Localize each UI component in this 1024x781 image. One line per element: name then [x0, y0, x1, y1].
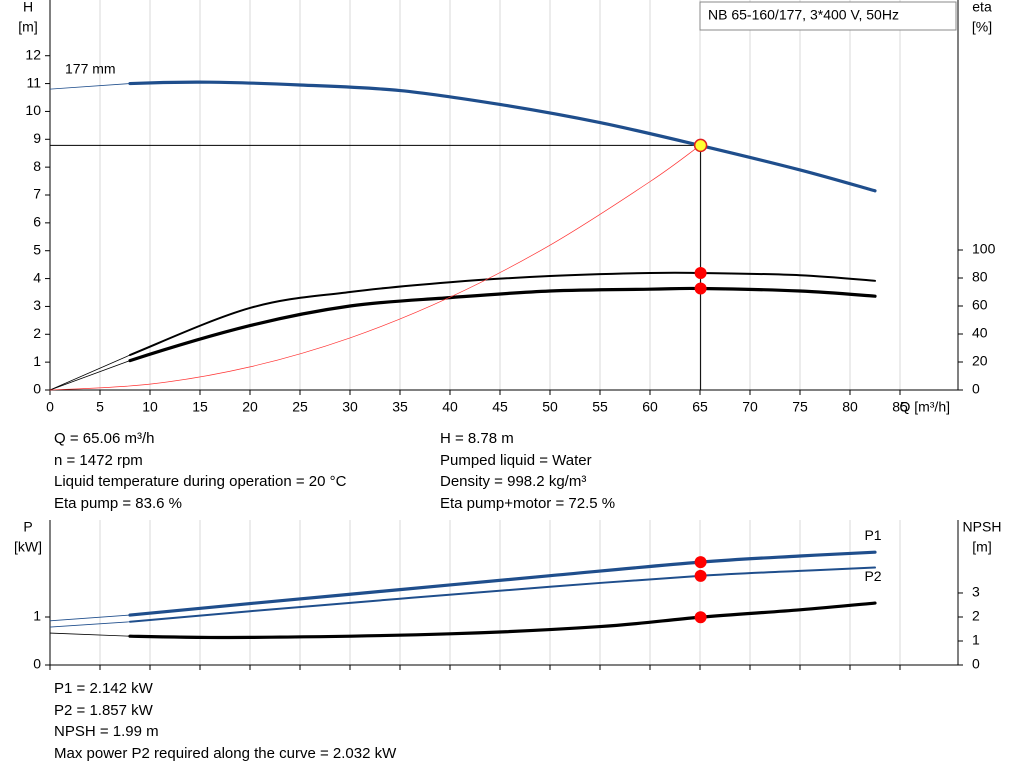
y-tick-label: 4	[33, 269, 41, 285]
curve	[49, 145, 701, 391]
curve-stub	[49, 83, 131, 90]
duty-point	[694, 569, 707, 582]
duty-point	[694, 282, 707, 295]
curve-stub	[49, 354, 131, 391]
info-right: H = 8.78 m Pumped liquid = Water Density =…	[440, 428, 615, 514]
curve-stub	[49, 621, 131, 628]
x-tick-label: 65	[692, 399, 708, 415]
x-tick-label: 70	[742, 399, 758, 415]
series-label: P1	[864, 527, 881, 543]
info-line: H = 8.78 m	[440, 430, 514, 447]
curve-stub	[49, 632, 131, 637]
title-box	[699, 1, 957, 31]
info-line: n = 1472 rpm	[54, 451, 143, 469]
curve	[129, 566, 876, 623]
curve	[128, 80, 877, 193]
x-tick-label: 15	[192, 399, 208, 415]
y-tick-label: 9	[33, 130, 41, 146]
x-tick-label: 25	[292, 399, 308, 415]
info-line: Eta pump+motor = 72.5 %	[440, 494, 616, 512]
curve	[128, 550, 877, 617]
x-tick-label: 80	[842, 399, 858, 415]
info-line: NPSH = 1.99 m	[54, 723, 159, 741]
y2-tick-label: 100	[972, 241, 996, 257]
x-tick-label: 10	[142, 399, 158, 415]
info-line: Q = 65.06 m³/h	[54, 430, 155, 447]
y2-tick-label: 20	[972, 353, 988, 369]
curve-annotation: 177 mm	[65, 61, 116, 77]
x-tick-label: 75	[792, 399, 808, 415]
duty-point	[694, 556, 707, 569]
info-line: Density = 998.2 kg/m³	[440, 473, 587, 491]
info-bottom: P1 = 2.142 kW P2 = 1.857 kW NPSH = 1.99 m M…	[54, 678, 396, 764]
y2-unit: [%]	[972, 19, 992, 35]
duty-point	[694, 611, 707, 624]
x-tick-label: 35	[392, 399, 408, 415]
y-unit: [m]	[18, 19, 37, 35]
x-tick-label: 45	[492, 399, 508, 415]
x-tick-label: 50	[542, 399, 558, 415]
y2-tick-label: 2	[972, 608, 980, 624]
duty-point	[693, 138, 708, 153]
y-tick-label: 0	[33, 381, 41, 397]
info-line: Pumped liquid = Water	[440, 451, 592, 469]
curve	[128, 601, 877, 640]
y2-tick-label: 0	[972, 381, 980, 397]
x-tick-label: 85	[892, 399, 908, 415]
y-tick-label: 3	[33, 297, 41, 313]
x-tick-label: 60	[642, 399, 658, 415]
curve-stub	[49, 360, 131, 391]
info-line: Max power P2 required along the curve = …	[54, 744, 397, 762]
duty-point	[694, 266, 707, 279]
x-tick-label: 55	[592, 399, 608, 415]
info-line: P1 = 2.142 kW	[54, 680, 153, 697]
y-tick-label: 0	[33, 656, 41, 672]
y-label: H	[23, 0, 33, 15]
y2-tick-label: 80	[972, 269, 988, 285]
info-line: Liquid temperature during operation = 20…	[54, 473, 347, 491]
y2-tick-label: 1	[972, 632, 980, 648]
x-tick-label: 20	[242, 399, 258, 415]
y-label: P	[23, 519, 32, 535]
curve	[129, 271, 876, 357]
y-tick-label: 12	[25, 46, 41, 62]
y-tick-label: 2	[33, 325, 41, 341]
info-left: Q = 65.06 m³/h n = 1472 rpm Liquid tempera…	[54, 428, 346, 514]
y-unit: [kW]	[14, 539, 42, 555]
y-tick-label: 1	[33, 608, 41, 624]
y-tick-label: 5	[33, 241, 41, 257]
chart-title: NB 65-160/177, 3*400 V, 50Hz	[708, 7, 899, 23]
x-tick-label: 5	[96, 399, 104, 415]
y-tick-label: 8	[33, 158, 41, 174]
y-tick-label: 1	[33, 353, 41, 369]
x-tick-label: 30	[342, 399, 358, 415]
x-tick-label: 0	[46, 399, 54, 415]
info-line: P2 = 1.857 kW	[54, 701, 153, 719]
y-tick-label: 11	[26, 74, 41, 90]
info-line: Eta pump = 83.6 %	[54, 494, 182, 512]
y-tick-label: 6	[33, 214, 41, 230]
y2-unit: [m]	[972, 539, 991, 555]
y2-tick-label: 40	[972, 325, 988, 341]
x-tick-label: 40	[442, 399, 458, 415]
x-label: Q [m³/h]	[899, 399, 950, 415]
y2-tick-label: 60	[972, 297, 988, 313]
curve-stub	[49, 614, 131, 622]
series-label: P2	[864, 568, 881, 584]
y2-tick-label: 0	[972, 656, 980, 672]
y2-label: eta	[972, 0, 992, 15]
y2-tick-label: 3	[972, 584, 980, 600]
curve	[128, 286, 877, 363]
y2-label: NPSH	[963, 519, 1002, 535]
y-tick-label: 10	[25, 102, 41, 118]
y-tick-label: 7	[33, 186, 41, 202]
